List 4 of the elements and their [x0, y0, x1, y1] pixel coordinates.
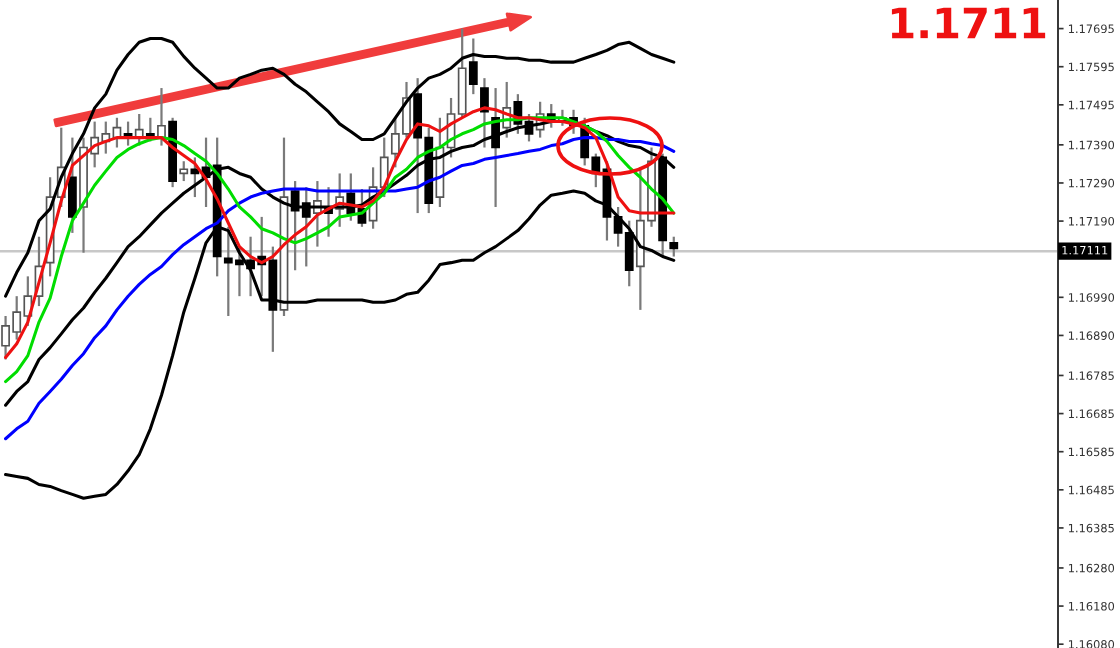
- candlestick: [67, 136, 77, 235]
- candlestick: [179, 160, 189, 183]
- annotation: 1.1711: [891, 7, 1046, 39]
- line-series: [4, 36, 676, 298]
